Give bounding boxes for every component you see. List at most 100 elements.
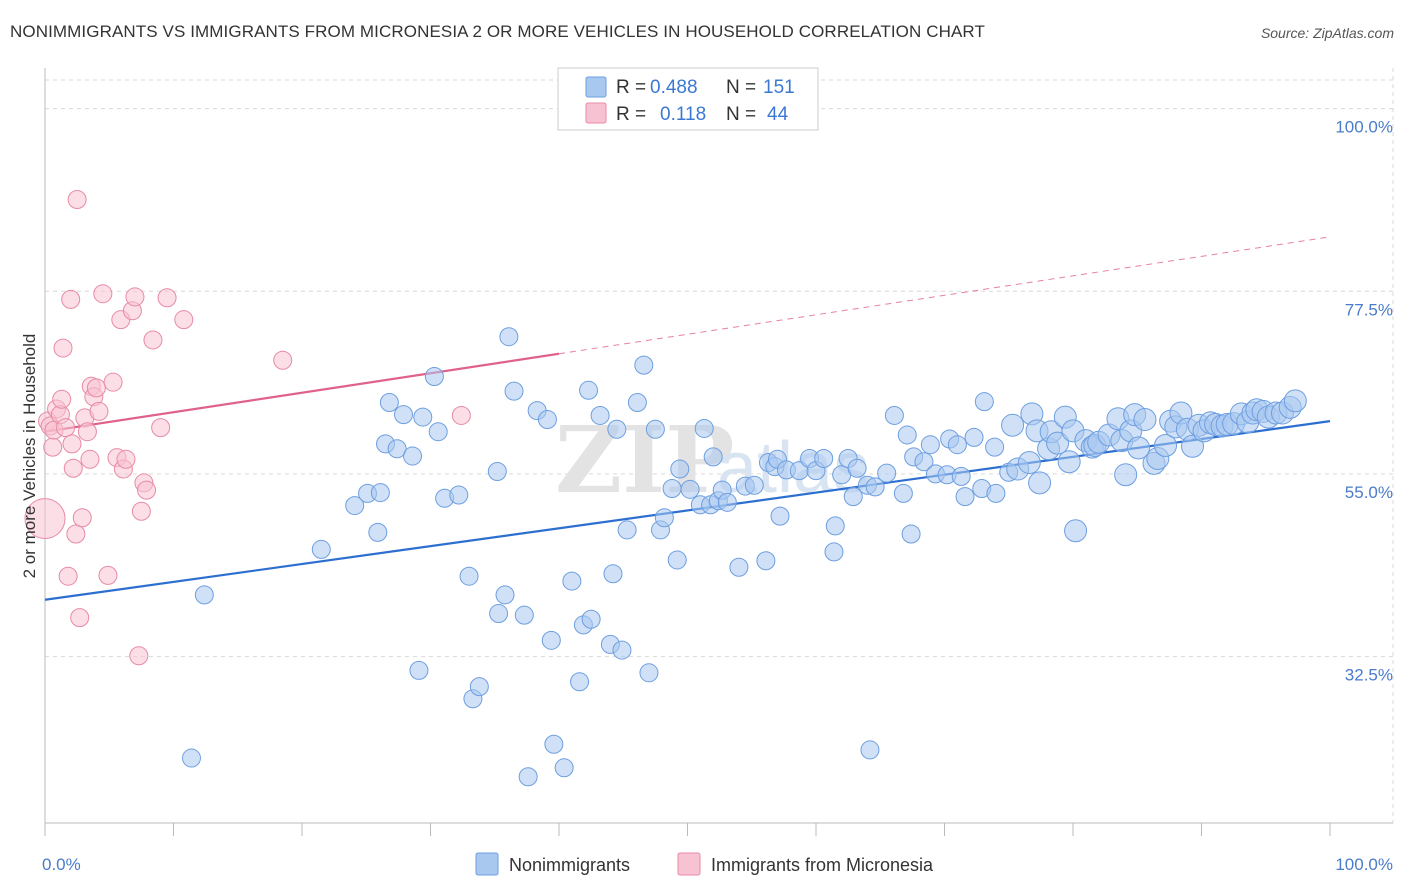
point-micronesia [93,284,113,304]
point-nonimmigrants [394,405,414,425]
bottom-legend-label-nonimmigrants: Nonimmigrants [509,855,630,875]
y-tick-label: 77.5% [1345,300,1393,319]
point-nonimmigrants [717,492,737,512]
point-nonimmigrants [645,419,665,439]
point-nonimmigrants [814,448,834,468]
point-nonimmigrants [368,522,388,542]
point-nonimmigrants [825,516,845,536]
point-micronesia [24,498,66,540]
point-nonimmigrants [469,677,489,697]
trend-lines [44,236,1331,601]
point-nonimmigrants [884,405,904,425]
point-micronesia [143,330,163,350]
point-nonimmigrants [499,327,519,347]
point-nonimmigrants [413,407,433,427]
point-nonimmigrants [489,604,509,624]
bottom-legend-label-micronesia: Immigrants from Micronesia [711,855,934,875]
point-nonimmigrants [1283,389,1307,413]
point-nonimmigrants [409,660,429,680]
point-nonimmigrants [729,557,749,577]
point-micronesia [137,480,157,500]
point-nonimmigrants [518,767,538,787]
point-nonimmigrants [544,734,564,754]
point-nonimmigrants [570,672,590,692]
legend-r-value-1: 0.488 [650,77,698,98]
point-nonimmigrants [770,506,790,526]
point-micronesia [61,289,81,309]
point-nonimmigrants [514,605,534,625]
chart-title: NONIMMIGRANTS VS IMMIGRANTS FROM MICRONE… [10,22,985,41]
point-micronesia [98,565,118,585]
point-micronesia [116,449,136,469]
point-nonimmigrants [428,422,448,442]
point-nonimmigrants [703,447,723,467]
bottom-legend-swatch-micronesia [677,852,701,876]
point-micronesia [103,372,123,392]
point-nonimmigrants [581,609,601,629]
point-micronesia [151,418,171,438]
x-tick-label: 100.0% [1335,855,1393,874]
point-nonimmigrants [1181,434,1205,458]
point-micronesia [174,310,194,330]
point-micronesia [67,190,87,210]
point-nonimmigrants [824,542,844,562]
point-nonimmigrants [424,366,444,386]
point-nonimmigrants [847,458,867,478]
point-nonimmigrants [877,463,897,483]
point-micronesia [52,389,72,409]
point-nonimmigrants [667,550,687,570]
trendline-micronesia-extension [558,236,1331,355]
y-tick-label: 32.5% [1345,666,1393,685]
trendline-nonimmigrants [44,420,1331,601]
point-micronesia [63,458,83,478]
point-nonimmigrants [914,452,934,472]
point-nonimmigrants [345,496,365,516]
point-nonimmigrants [1127,436,1151,460]
point-nonimmigrants [694,418,714,438]
point-nonimmigrants [612,640,632,660]
point-micronesia [53,338,73,358]
legend-r-value-2: 0.118 [660,104,706,125]
point-nonimmigrants [1001,413,1025,437]
point-nonimmigrants [639,663,659,683]
point-nonimmigrants [1154,434,1178,457]
point-nonimmigrants [627,392,647,412]
point-nonimmigrants [964,427,984,447]
point-nonimmigrants [860,740,880,760]
point-nonimmigrants [680,479,700,499]
data-points [24,190,1307,787]
point-nonimmigrants [1046,431,1070,455]
point-nonimmigrants [541,630,561,650]
point-micronesia [58,566,78,586]
tick-labels: 32.5% 55.0% 77.5% 100.0% 0.0% 100.0% [42,118,1393,874]
point-micronesia [157,288,177,308]
legend-n-value-1: 151 [763,77,795,98]
point-nonimmigrants [194,585,214,605]
point-nonimmigrants [865,477,885,497]
point-nonimmigrants [379,392,399,412]
point-nonimmigrants [901,524,921,544]
point-nonimmigrants [603,564,623,584]
point-nonimmigrants [562,571,582,591]
chart-source: Source: ZipAtlas.com [1260,25,1394,41]
legend-r-label-1: R = [616,77,646,98]
point-nonimmigrants [744,475,764,495]
point-nonimmigrants [537,410,557,430]
point-nonimmigrants [579,380,599,400]
point-nonimmigrants [893,483,913,503]
point-nonimmigrants [670,459,690,479]
point-nonimmigrants [1114,463,1138,487]
point-nonimmigrants [897,425,917,445]
point-nonimmigrants [1028,471,1052,495]
bottom-legend-swatch-nonimmigrants [475,852,499,876]
point-nonimmigrants [1133,408,1157,432]
point-nonimmigrants [955,487,975,507]
point-micronesia [451,405,471,425]
point-nonimmigrants [662,479,682,499]
bottom-legend: Nonimmigrants Immigrants from Micronesia [475,852,934,876]
point-nonimmigrants [449,485,469,505]
point-nonimmigrants [181,748,201,768]
point-micronesia [56,418,76,438]
point-nonimmigrants [554,758,574,778]
